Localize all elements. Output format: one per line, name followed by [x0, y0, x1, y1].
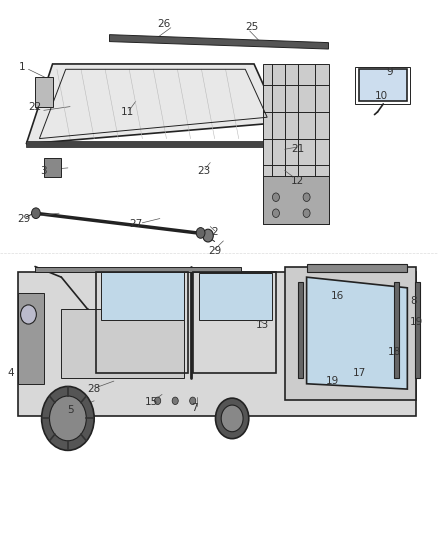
Text: 22: 22 [28, 102, 42, 111]
Text: 15: 15 [145, 398, 158, 407]
Polygon shape [18, 293, 44, 384]
Polygon shape [359, 69, 407, 101]
Text: 19: 19 [410, 318, 423, 327]
Polygon shape [61, 309, 184, 378]
Polygon shape [26, 141, 263, 147]
Polygon shape [35, 266, 241, 272]
Polygon shape [394, 282, 399, 378]
Text: 16: 16 [331, 291, 344, 301]
Polygon shape [263, 64, 328, 224]
Text: 29: 29 [208, 246, 221, 255]
Text: 9: 9 [386, 67, 393, 77]
Text: 2: 2 [211, 227, 218, 237]
Circle shape [272, 209, 279, 217]
Polygon shape [35, 77, 53, 107]
Text: 25: 25 [245, 22, 258, 31]
Text: 7: 7 [191, 403, 198, 413]
Polygon shape [298, 282, 303, 378]
Text: 17: 17 [353, 368, 366, 378]
Circle shape [215, 398, 249, 439]
Text: 10: 10 [374, 91, 388, 101]
Circle shape [272, 193, 279, 201]
Circle shape [196, 228, 205, 238]
Polygon shape [285, 266, 416, 400]
Text: 5: 5 [67, 406, 74, 415]
Circle shape [190, 397, 196, 405]
Polygon shape [307, 277, 407, 389]
Polygon shape [415, 282, 420, 378]
Text: 4: 4 [7, 368, 14, 378]
Text: 21: 21 [291, 144, 304, 154]
Text: 27: 27 [129, 219, 142, 229]
Text: 3: 3 [40, 166, 47, 175]
Polygon shape [199, 273, 272, 320]
Circle shape [42, 386, 94, 450]
Circle shape [203, 229, 213, 242]
Polygon shape [307, 264, 407, 272]
Circle shape [303, 209, 310, 217]
Polygon shape [18, 272, 416, 416]
Polygon shape [263, 176, 328, 224]
Circle shape [21, 305, 36, 324]
Text: 11: 11 [120, 107, 134, 117]
Polygon shape [26, 64, 280, 144]
Text: 8: 8 [410, 296, 417, 306]
Circle shape [303, 193, 310, 201]
Polygon shape [101, 272, 184, 320]
Text: 18: 18 [388, 347, 401, 357]
Text: 1: 1 [18, 62, 25, 71]
Text: 28: 28 [88, 384, 101, 394]
Text: 19: 19 [326, 376, 339, 386]
Text: 13: 13 [256, 320, 269, 330]
Circle shape [32, 208, 40, 219]
Circle shape [172, 397, 178, 405]
Text: 12: 12 [291, 176, 304, 186]
Text: 29: 29 [18, 214, 31, 223]
Polygon shape [44, 158, 61, 177]
Circle shape [221, 405, 243, 432]
Text: 23: 23 [197, 166, 210, 175]
Text: 26: 26 [158, 19, 171, 29]
Polygon shape [110, 35, 328, 49]
Circle shape [155, 397, 161, 405]
Circle shape [49, 396, 86, 441]
